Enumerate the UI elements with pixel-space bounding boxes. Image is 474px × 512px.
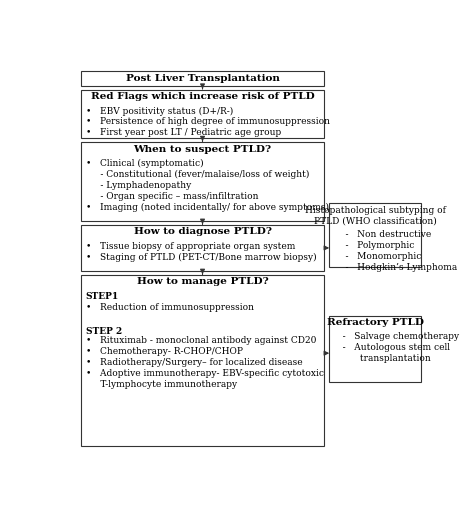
Text: STEP1: STEP1 (86, 292, 119, 301)
Text: •   Tissue biopsy of appropriate organ system: • Tissue biopsy of appropriate organ sys… (86, 242, 295, 250)
Text: transplantation: transplantation (334, 354, 430, 364)
Text: •   Reduction of immunosuppression: • Reduction of immunosuppression (86, 303, 254, 312)
Text: STEP 2: STEP 2 (86, 327, 122, 336)
Text: - Constitutional (fever/malaise/loss of weight): - Constitutional (fever/malaise/loss of … (86, 170, 309, 179)
Text: - Organ specific – mass/infiltration: - Organ specific – mass/infiltration (86, 192, 258, 201)
Text: Red Flags which increase risk of PTLD: Red Flags which increase risk of PTLD (91, 92, 314, 101)
Text: -   Salvage chemotherapy: - Salvage chemotherapy (334, 332, 459, 342)
Bar (329, 316, 421, 381)
Bar (82, 71, 324, 86)
Bar (329, 203, 421, 267)
Bar (82, 90, 324, 138)
Text: -   Hodgkin’s Lymphoma: - Hodgkin’s Lymphoma (334, 263, 457, 272)
Text: •   First year post LT / Pediatric age group: • First year post LT / Pediatric age gro… (86, 129, 281, 137)
Text: •   Rituximab - monoclonal antibody against CD20: • Rituximab - monoclonal antibody agains… (86, 336, 316, 345)
Text: -   Polymorphic: - Polymorphic (334, 241, 414, 250)
Text: -   Monomorphic: - Monomorphic (334, 252, 421, 261)
Text: When to suspect PTLD?: When to suspect PTLD? (134, 144, 272, 154)
Text: T-lymphocyte immunotherapy: T-lymphocyte immunotherapy (86, 380, 237, 389)
Text: How to manage PTLD?: How to manage PTLD? (137, 278, 268, 287)
Text: Refractory PTLD: Refractory PTLD (327, 318, 424, 327)
Text: - Lymphadenopathy: - Lymphadenopathy (86, 181, 191, 190)
Text: •   Chemotherapy- R-CHOP/CHOP: • Chemotherapy- R-CHOP/CHOP (86, 347, 243, 356)
Bar (82, 225, 324, 271)
Text: •   Clinical (symptomatic): • Clinical (symptomatic) (86, 159, 203, 168)
Text: -   Non destructive: - Non destructive (334, 230, 431, 239)
Bar (82, 142, 324, 221)
Text: •   EBV positivity status (D+/R-): • EBV positivity status (D+/R-) (86, 106, 233, 116)
Text: •   Persistence of high degree of immunosuppression: • Persistence of high degree of immunosu… (86, 117, 330, 126)
Text: •   Adoptive immunotherapy- EBV-specific cytotoxic: • Adoptive immunotherapy- EBV-specific c… (86, 369, 324, 378)
Text: •   Imaging (noted incidentally/ for above symptoms): • Imaging (noted incidentally/ for above… (86, 203, 328, 212)
Text: How to diagnose PTLD?: How to diagnose PTLD? (134, 227, 272, 237)
Text: •   Staging of PTLD (PET-CT/Bone marrow biopsy): • Staging of PTLD (PET-CT/Bone marrow bi… (86, 252, 316, 262)
Text: Post Liver Transplantation: Post Liver Transplantation (126, 74, 280, 82)
Text: •   Radiotherapy/Surgery– for localized disease: • Radiotherapy/Surgery– for localized di… (86, 358, 302, 367)
Text: -   Autologous stem cell: - Autologous stem cell (334, 344, 450, 352)
Text: Histopathological subtyping of
PTLD (WHO classification): Histopathological subtyping of PTLD (WHO… (305, 206, 446, 226)
Bar (82, 275, 324, 446)
